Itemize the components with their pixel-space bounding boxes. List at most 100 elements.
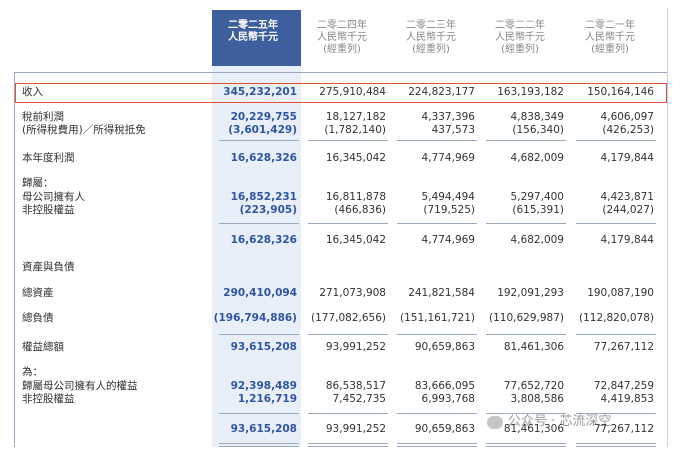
cell: (151,161,721): [400, 312, 475, 324]
column-header: (經重列): [323, 44, 361, 55]
header-current: [212, 10, 301, 66]
column-header: 人民幣千元: [317, 32, 367, 43]
column-header: 二零二四年: [317, 20, 367, 31]
column-header: (經重列): [591, 44, 629, 55]
column-header: (經重列): [501, 44, 539, 55]
rule: [576, 334, 656, 335]
rule: [397, 446, 477, 447]
cell: 345,232,201: [223, 86, 297, 98]
cell: 16,628,326: [230, 152, 297, 164]
left-border: [14, 72, 15, 447]
highlight-box: [15, 83, 667, 103]
cell: 1,216,719: [237, 393, 297, 405]
cell: (3,601,429): [228, 124, 297, 136]
cell: 81,461,306: [503, 341, 564, 353]
column-header: 人民幣千元: [495, 32, 545, 43]
cell: 16,345,042: [325, 234, 386, 246]
cell: (466,836): [334, 204, 386, 216]
rule: [576, 140, 656, 141]
rule: [308, 334, 388, 335]
cell: (223,905): [239, 204, 297, 216]
right-border: [667, 8, 668, 447]
cell: 6,993,768: [421, 393, 475, 405]
cell: (244,027): [602, 204, 654, 216]
cell: 93,991,252: [325, 341, 386, 353]
rule: [486, 413, 566, 414]
cell: 16,345,042: [325, 152, 386, 164]
row-label: 總資產: [22, 287, 54, 299]
cell: 4,606,097: [600, 111, 654, 123]
cell: (1,782,140): [324, 124, 386, 136]
column-header: 二零二二年: [495, 20, 545, 31]
column-header: 二零二三年: [406, 20, 456, 31]
cell: 4,838,349: [510, 111, 564, 123]
row-label: 為：: [22, 366, 43, 378]
cell: 7,452,735: [332, 393, 386, 405]
row-label: 非控股權益: [22, 393, 75, 405]
rule: [576, 413, 656, 414]
cell: 4,179,844: [600, 152, 654, 164]
rule: [486, 140, 566, 141]
rule: [308, 223, 388, 224]
cell: 271,073,908: [319, 287, 386, 299]
rule: [308, 446, 388, 447]
column-header: 人民幣千元: [228, 32, 278, 43]
cell: 4,179,844: [600, 234, 654, 246]
cell: 3,808,586: [510, 393, 564, 405]
rule: [219, 446, 299, 447]
rule: [219, 140, 299, 141]
rule: [219, 443, 299, 444]
row-label: 歸屬母公司擁有人的權益: [22, 380, 138, 392]
cell: 5,494,494: [421, 191, 475, 203]
cell: 224,823,177: [408, 86, 475, 98]
rule: [397, 140, 477, 141]
cell: 5,297,400: [510, 191, 564, 203]
rule: [397, 223, 477, 224]
cell: (177,082,656): [311, 312, 386, 324]
cell: 18,127,182: [325, 111, 386, 123]
cell: 4,682,009: [510, 152, 564, 164]
row-label: 歸屬：: [22, 177, 54, 189]
cell: 437,573: [431, 124, 475, 136]
rule: [219, 223, 299, 224]
row-label: 總負債: [22, 312, 54, 324]
cell: 4,682,009: [510, 234, 564, 246]
cell: 190,087,190: [587, 287, 654, 299]
cell: 90,659,863: [414, 423, 475, 435]
rule: [576, 223, 656, 224]
cell: (196,794,886): [213, 312, 297, 324]
column-header: 二零二五年: [228, 20, 278, 31]
rule: [486, 334, 566, 335]
highlight-column: [212, 10, 301, 447]
row-label: 資產與負債: [22, 261, 75, 273]
rule: [308, 443, 388, 444]
cell: 77,652,720: [503, 380, 564, 392]
cell: 90,659,863: [414, 341, 475, 353]
cell: 4,337,396: [421, 111, 475, 123]
rule: [308, 413, 388, 414]
watermark: 公众号 · 芯流深空: [508, 414, 612, 429]
cell: 77,267,112: [593, 423, 654, 435]
row-label: 母公司擁有人: [22, 191, 85, 203]
row-label: 非控股權益: [22, 204, 75, 216]
cell: 16,852,231: [230, 191, 297, 203]
rule: [397, 413, 477, 414]
rule: [14, 72, 668, 73]
rule: [219, 413, 299, 414]
cell: 72,847,259: [593, 380, 654, 392]
cell: 4,423,871: [600, 191, 654, 203]
column-header: 二零二一年: [585, 20, 635, 31]
column-header: 人民幣千元: [585, 32, 635, 43]
cell: 150,164,146: [587, 86, 654, 98]
cell: (156,340): [512, 124, 564, 136]
watermark-icon: [487, 416, 503, 429]
rule: [397, 334, 477, 335]
cell: 86,538,517: [325, 380, 386, 392]
cell: 16,811,878: [325, 191, 386, 203]
rule: [576, 446, 656, 447]
cell: 16,628,326: [230, 234, 297, 246]
rule: [397, 443, 477, 444]
cell: 192,091,293: [497, 287, 564, 299]
column-header: 人民幣千元: [406, 32, 456, 43]
